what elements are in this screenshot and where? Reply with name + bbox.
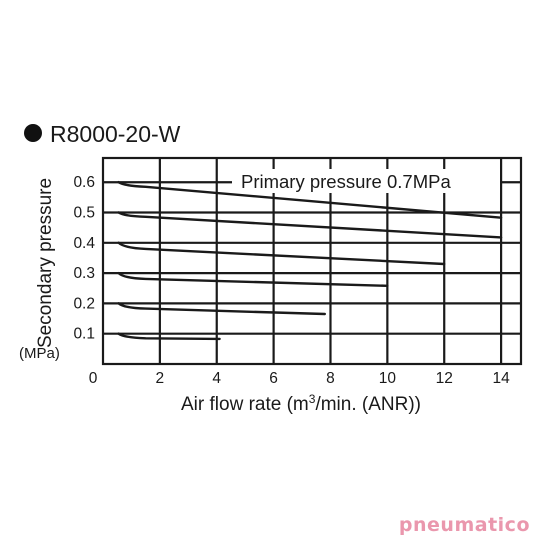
- y-tick-label: 0.1: [73, 326, 95, 343]
- y-tick-label: 0.6: [73, 174, 95, 191]
- title-bullet-icon: [24, 124, 42, 142]
- y-tick-label: 0.4: [73, 235, 95, 252]
- tick-labels: 0 2 4 6 8 10 12 14 0.1 0.2 0.3 0.4 0.5 0.6: [73, 174, 510, 387]
- series-line: [117, 241, 446, 266]
- y-axis-label: Secondary pressure: [35, 178, 56, 348]
- chart-title: R8000-20-W: [50, 121, 181, 147]
- series-line: [117, 271, 389, 287]
- x-tick-label: 2: [156, 370, 165, 387]
- series-line: [117, 302, 326, 316]
- series-line: [117, 211, 503, 239]
- series-line: [117, 332, 221, 341]
- x-tick-label: 0: [89, 370, 98, 387]
- x-tick-label: 10: [379, 370, 397, 387]
- x-axis-label: Air flow rate (m3/min. (ANR)): [181, 392, 421, 415]
- watermark-logo: pneumatico: [398, 514, 530, 536]
- x-tick-label: 4: [212, 370, 221, 387]
- x-axis-label-main: Air flow rate (m: [181, 394, 309, 415]
- x-axis-label-superscript: 3: [309, 392, 316, 406]
- x-tick-label: 8: [326, 370, 335, 387]
- annotation-background: [232, 169, 500, 193]
- series-group: [117, 181, 503, 341]
- x-tick-label: 14: [492, 370, 510, 387]
- plot-frame: [101, 156, 523, 366]
- x-tick-label: 12: [436, 370, 453, 387]
- x-axis-label-tail: /min. (ANR)): [315, 394, 421, 415]
- annotation-label: Primary pressure 0.7MPa: [241, 171, 451, 192]
- y-tick-label: 0.3: [73, 265, 95, 282]
- y-tick-label: 0.5: [73, 205, 95, 222]
- y-axis-unit: (MPa): [19, 345, 60, 362]
- y-tick-label: 0.2: [73, 295, 95, 312]
- series-line: [117, 181, 503, 219]
- x-tick-label: 6: [269, 370, 278, 387]
